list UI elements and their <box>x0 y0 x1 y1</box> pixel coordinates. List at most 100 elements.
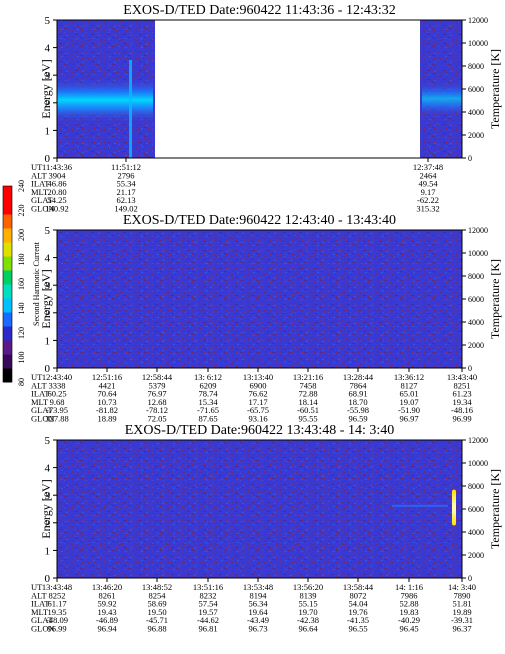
orbit-value-glon: 87.65 <box>198 414 217 424</box>
colorbar-frame <box>2 185 13 383</box>
orbit-value-glon: 72.05 <box>147 414 166 424</box>
colorbar-segment <box>3 256 12 271</box>
colorbar-tick-label: 240 <box>17 180 26 192</box>
orbit-value-alt: 8194 <box>250 590 268 600</box>
orbit-value-glat: -51.90 <box>398 405 420 415</box>
orbit-value-mlt: 20.80 <box>47 187 66 197</box>
colorbar-tick-label: 100 <box>17 352 26 364</box>
y-right-tick-label: 12000 <box>468 226 488 235</box>
spectrogram-texture <box>57 440 462 578</box>
orbit-row-label: GLAT <box>31 615 54 625</box>
y-tick-label: 4 <box>45 463 51 475</box>
colorbar-segment <box>3 312 12 327</box>
orbit-value-ut: 13:28:44 <box>343 372 374 382</box>
orbit-value-glat: -42.38 <box>297 615 319 625</box>
orbit-value-ut: 11:43:36 <box>42 162 72 172</box>
orbit-row-label: MLT <box>31 397 49 407</box>
orbit-value-alt: 6209 <box>200 380 217 390</box>
y-right-tick-label: 6000 <box>468 85 484 94</box>
orbit-value-alt: 8072 <box>350 590 367 600</box>
y-right-axis-label: Temperature [K] <box>488 469 502 549</box>
y-tick-label: 4 <box>45 43 51 55</box>
y-right-tick-label: 2000 <box>468 131 484 140</box>
orbit-value-alt: 7864 <box>350 380 368 390</box>
y-right-tick-label: 6000 <box>468 505 484 514</box>
colorbar: 80 100 120 140 160 180 200 220 240 Second Harmoni… <box>2 180 41 386</box>
orbit-row-label: ILAT <box>31 599 50 609</box>
orbit-value-glon: 96.37 <box>452 624 471 634</box>
colorbar-tick-label: 120 <box>17 327 26 339</box>
colorbar-segment <box>3 368 12 383</box>
orbit-row-label: GLAT <box>31 195 54 205</box>
orbit-value-ut: 13:13:40 <box>243 372 273 382</box>
y-right-tick-label: 12000 <box>468 16 488 25</box>
panel-2: EXOS-D/TED Date:960422 12:43:40 - 13:43:… <box>31 213 502 424</box>
orbit-value-mlt: 9.17 <box>421 187 436 197</box>
y-right-tick-label: 10000 <box>468 459 488 468</box>
orbit-value-glat: -46.89 <box>96 615 118 625</box>
orbit-value-mlt: 19.83 <box>399 607 418 617</box>
y-tick-label: 2 <box>45 518 51 530</box>
panel-title: EXOS-D/TED Date:960422 13:43:48 - 14: 3:… <box>125 423 394 438</box>
y-right-tick-label: 8000 <box>468 62 484 71</box>
y-right-tick-label: 2000 <box>468 341 484 350</box>
orbit-value-glon: 96.64 <box>298 624 318 634</box>
orbit-value-glon: 140.92 <box>45 204 68 214</box>
orbit-value-mlt: 19.57 <box>198 607 217 617</box>
y-tick-label: 2 <box>45 308 51 320</box>
y-right-tick-label: 4000 <box>468 108 484 117</box>
colorbar-segment <box>3 326 12 341</box>
orbit-row-label: ALT <box>31 590 48 600</box>
colorbar-segment <box>3 228 12 243</box>
orbit-value-ut: 12:51:16 <box>92 372 122 382</box>
orbit-value-ilat: 68.91 <box>348 389 367 399</box>
orbit-value-glon: 96.81 <box>198 624 217 634</box>
orbit-value-ilat: 76.97 <box>147 389 166 399</box>
orbit-value-glon: 96.99 <box>47 624 66 634</box>
orbit-value-glat: -40.29 <box>398 615 420 625</box>
orbit-value-mlt: 19.50 <box>147 607 166 617</box>
orbit-value-ut: 14: 1:16 <box>395 582 423 592</box>
orbit-value-alt: 8139 <box>300 590 317 600</box>
orbit-value-alt: 8261 <box>99 590 116 600</box>
orbit-value-glon: 96.97 <box>399 414 418 424</box>
orbit-value-ilat: 61.23 <box>452 389 471 399</box>
spectrogram-texture <box>57 230 462 368</box>
enhancement-band <box>57 77 153 123</box>
orbit-value-alt: 3338 <box>49 380 66 390</box>
y-tick-label: 1 <box>45 125 51 137</box>
orbit-value-alt: 2796 <box>118 170 135 180</box>
panel-1: EXOS-D/TED Date:960422 11:43:36 - 12:43:… <box>31 3 502 214</box>
y-tick-label: 0 <box>45 363 51 375</box>
orbit-value-alt: 8251 <box>454 380 471 390</box>
orbit-value-glon: 149.02 <box>114 204 137 214</box>
orbit-value-glon: 96.59 <box>348 414 367 424</box>
orbit-value-mlt: 18.70 <box>348 397 367 407</box>
orbit-value-glat: 62.13 <box>116 195 135 205</box>
orbit-row-label: ILAT <box>31 389 50 399</box>
orbit-value-ut: 12:37:48 <box>413 162 443 172</box>
colorbar-segment <box>3 270 12 285</box>
orbit-row-label: ALT <box>31 380 48 390</box>
orbit-value-mlt: 19.07 <box>399 397 418 407</box>
orbit-value-glat: 54.25 <box>47 195 66 205</box>
y-right-tick-label: 2000 <box>468 551 484 560</box>
orbit-value-alt: 3904 <box>49 170 67 180</box>
y-axis-label: Energy [eV] <box>39 59 53 118</box>
orbit-value-glat: -65.75 <box>247 405 269 415</box>
orbit-value-glat: -44.62 <box>197 615 219 625</box>
orbit-row-label: UT <box>31 162 43 172</box>
orbit-value-alt: 8254 <box>149 590 167 600</box>
orbit-value-ilat: 58.69 <box>147 599 166 609</box>
panel-title: EXOS-D/TED Date:960422 12:43:40 - 13:43:… <box>123 213 396 228</box>
orbit-value-ilat: 65.01 <box>399 389 418 399</box>
orbit-value-ut: 13:21:16 <box>293 372 323 382</box>
y-right-axis-label: Temperature [K] <box>488 49 502 129</box>
orbit-row-label: MLT <box>31 607 49 617</box>
orbit-value-ut: 11:51:12 <box>111 162 141 172</box>
colorbar-segment <box>3 186 12 201</box>
colorbar-segment <box>3 242 12 257</box>
y-tick-label: 3 <box>45 490 51 502</box>
y-right-axis-label: Temperature [K] <box>488 259 502 339</box>
